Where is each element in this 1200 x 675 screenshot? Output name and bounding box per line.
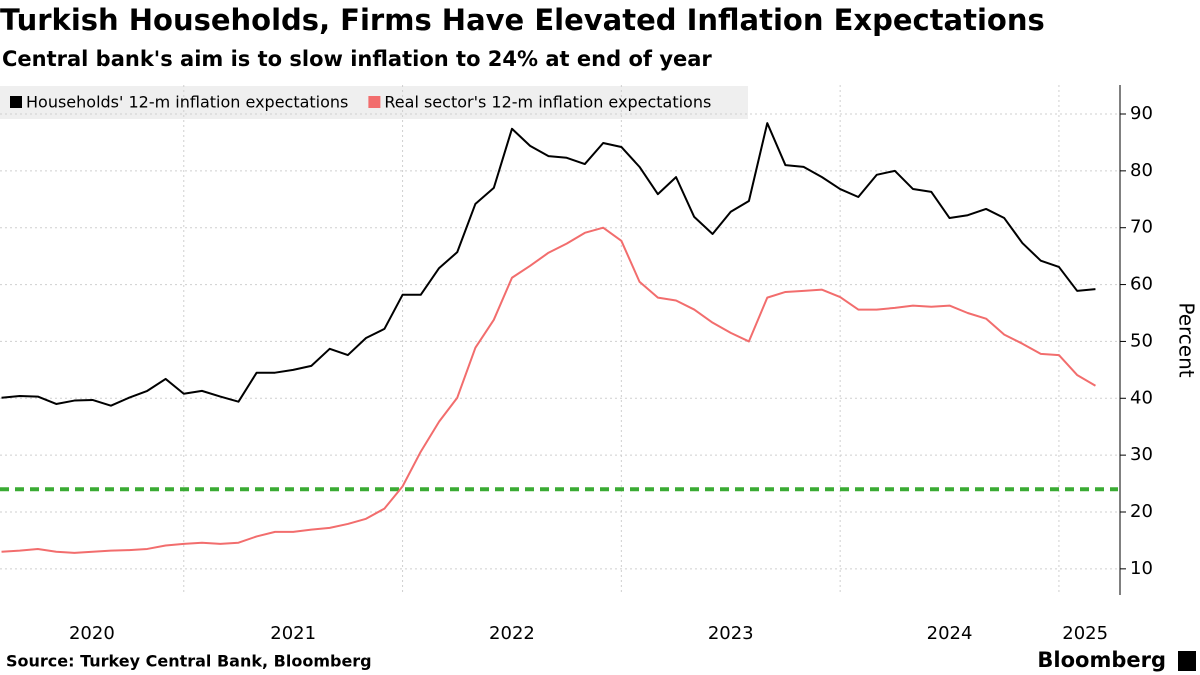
source: Source: Turkey Central Bank, Bloomberg [6,652,372,671]
series-line [1,122,1096,407]
y-tick-label: 50 [1130,330,1153,351]
chart-title: Turkish Households, Firms Have Elevated … [0,3,1045,37]
y-tick-label: 80 [1130,160,1153,181]
y-tick-label: 10 [1130,558,1153,579]
x-tick-label: 2024 [927,623,973,644]
x-tick-label: 2025 [1062,623,1108,644]
legend-swatch [10,96,22,108]
chart-subtitle: Central bank's aim is to slow inflation … [2,47,712,71]
legend-swatch [368,96,381,108]
logo: Bloomberg [1037,648,1166,672]
logo-icon [1178,651,1196,671]
x-tick-label: 2023 [708,623,754,644]
legend-label: Real sector's 12-m inflation expectation… [384,93,711,112]
x-tick-label: 2022 [489,623,535,644]
x-tick-label: 2021 [270,623,316,644]
y-tick-label: 90 [1130,103,1153,124]
y-tick-label: 60 [1130,274,1153,295]
y-axis-label: Percent [1175,302,1199,377]
y-tick-label: 40 [1130,387,1153,408]
legend-label: Households' 12-m inflation expectations [26,93,348,112]
y-tick-label: 70 [1130,217,1153,238]
x-tick-label: 2020 [69,623,115,644]
y-tick-label: 30 [1130,444,1153,465]
y-tick-label: 20 [1130,501,1153,522]
series-line [1,226,1096,554]
